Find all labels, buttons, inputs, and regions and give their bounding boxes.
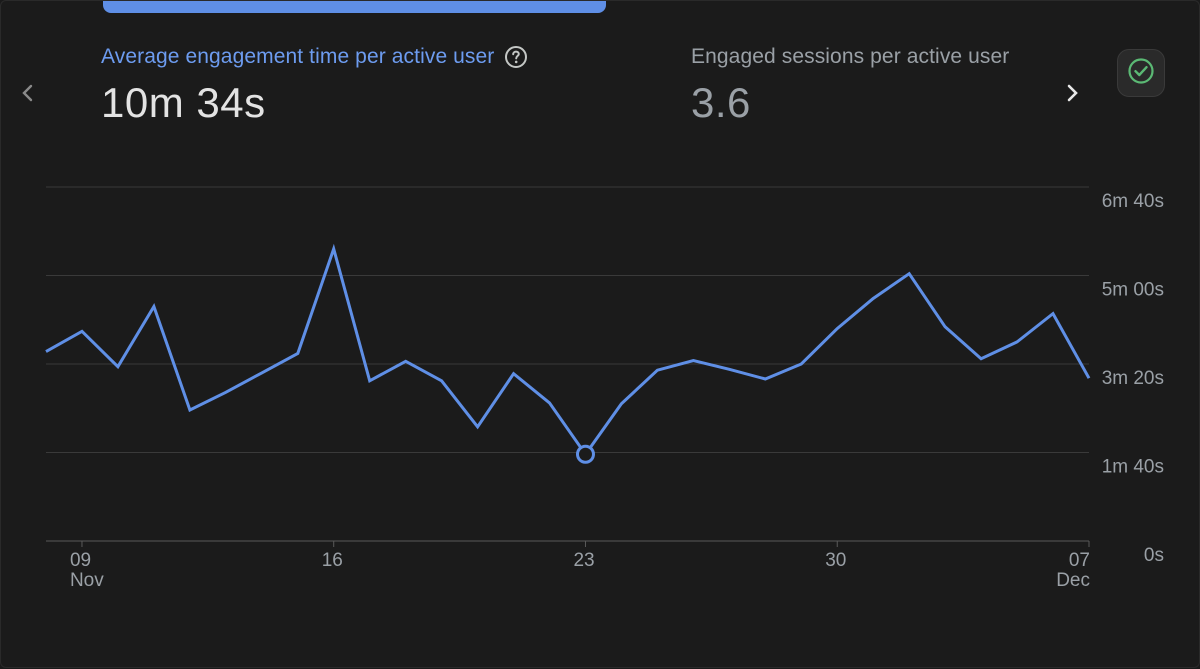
x-tick-label: 09	[70, 550, 91, 571]
x-tick-sublabel: Nov	[70, 570, 104, 591]
active-tab-indicator	[103, 1, 606, 13]
check-circle-icon	[1126, 56, 1156, 91]
x-tick-label: 23	[573, 550, 594, 571]
metric-label: Engaged sessions per active user	[691, 45, 1010, 68]
data-point	[798, 361, 804, 367]
data-point	[762, 376, 768, 382]
x-tick-sublabel: Dec	[1056, 570, 1090, 591]
metric-label: Average engagement time per active user	[101, 45, 495, 68]
data-point	[475, 424, 481, 430]
data-point	[547, 400, 553, 406]
data-point	[511, 371, 517, 377]
data-point	[295, 350, 301, 356]
chevron-left-icon[interactable]	[13, 79, 41, 107]
y-tick-label: 6m 40s	[1102, 191, 1164, 212]
data-point	[439, 378, 445, 384]
data-point	[187, 407, 193, 413]
y-tick-label: 5m 00s	[1102, 280, 1164, 301]
data-point	[978, 356, 984, 362]
data-point	[906, 271, 912, 277]
metric-value: 10m 34s	[101, 79, 266, 126]
data-point	[79, 328, 85, 334]
data-point	[151, 303, 157, 309]
data-point	[870, 296, 876, 302]
data-point	[690, 357, 696, 363]
x-tick-label: 16	[322, 550, 343, 571]
data-point	[834, 326, 840, 332]
x-tick-label: 07	[1069, 550, 1090, 571]
data-point	[942, 324, 948, 330]
data-point	[223, 389, 229, 395]
data-point	[403, 358, 409, 364]
y-tick-label: 1m 40s	[1102, 457, 1164, 478]
data-point	[654, 367, 660, 373]
data-point	[618, 401, 624, 407]
metric-tab-engaged-sessions[interactable]: Engaged sessions per active user 3.6	[691, 41, 1043, 127]
data-point	[367, 378, 373, 384]
data-point	[1086, 375, 1092, 381]
metric-tab-avg-engagement[interactable]: Average engagement time per active user …	[101, 41, 528, 127]
data-point	[726, 366, 732, 372]
help-circle-icon[interactable]	[504, 45, 528, 69]
data-point	[1014, 339, 1020, 345]
y-tick-label: 0s	[1144, 545, 1164, 566]
x-tick-label: 30	[825, 550, 846, 571]
data-point	[259, 370, 265, 376]
metric-value: 3.6	[691, 79, 751, 126]
y-tick-label: 3m 20s	[1102, 368, 1164, 389]
series-line	[45, 243, 1091, 457]
data-point	[115, 364, 121, 370]
data-point	[43, 349, 49, 355]
data-point	[331, 246, 337, 252]
status-button[interactable]	[1117, 49, 1165, 97]
chevron-right-icon[interactable]	[1059, 79, 1087, 107]
highlighted-point	[575, 444, 595, 464]
data-point	[1050, 311, 1056, 317]
